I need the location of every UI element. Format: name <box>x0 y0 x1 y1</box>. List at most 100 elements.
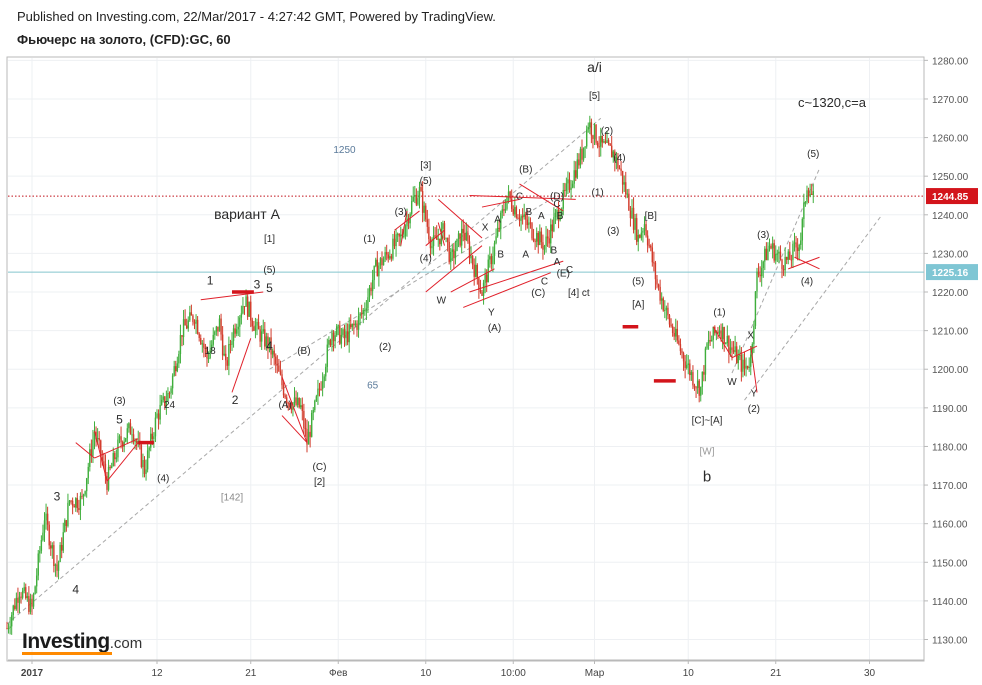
candle-body <box>148 447 150 451</box>
wave-line <box>425 229 445 247</box>
candle-body <box>607 140 610 144</box>
candle-body <box>420 187 422 192</box>
candle-body <box>70 500 72 502</box>
candle-body <box>768 245 771 249</box>
candle-body <box>642 230 644 233</box>
candle-body <box>306 429 308 445</box>
candle-body <box>364 310 366 312</box>
candle-body <box>346 331 349 343</box>
candle-body <box>734 346 736 353</box>
candle-body <box>103 461 105 464</box>
candle-body <box>167 393 169 402</box>
candle-body <box>781 259 783 270</box>
candle-body <box>265 336 268 347</box>
candle-body <box>215 326 218 332</box>
wave-label: X <box>482 222 489 233</box>
y-tick-label: 1160.00 <box>932 520 968 531</box>
candle-body <box>618 168 621 170</box>
candle-body <box>129 423 132 435</box>
wave-label: [W] <box>700 446 715 457</box>
published-caption: Published on Investing.com, 22/Mar/2017 … <box>17 9 496 24</box>
y-tick-label: 1150.00 <box>932 558 968 569</box>
candle-body <box>564 189 566 191</box>
candle-body <box>217 326 219 332</box>
candle-body <box>426 219 429 227</box>
candle-body <box>323 376 325 382</box>
wave-label: C <box>541 276 548 287</box>
candle-body <box>143 459 146 474</box>
candle-body <box>809 193 811 197</box>
candle-body <box>14 605 16 609</box>
wave-label: вариант A <box>214 206 280 222</box>
candle-body <box>656 279 658 285</box>
wave-label: 3 <box>54 490 61 504</box>
y-tick-label: 1220.00 <box>932 288 969 299</box>
wave-label: [5] <box>589 91 600 102</box>
candle-body <box>64 520 66 533</box>
candle-body <box>62 532 64 551</box>
candle-body <box>675 328 677 337</box>
y-tick-label: 1230.00 <box>932 249 969 260</box>
candle-body <box>185 325 188 329</box>
candle-body <box>140 445 143 467</box>
candle-body <box>390 256 393 259</box>
candle-body <box>545 236 547 246</box>
candle-body <box>76 498 79 509</box>
candle-body <box>540 231 543 243</box>
candle-body <box>378 265 380 277</box>
candle-body <box>300 405 302 408</box>
candle-body <box>290 407 293 410</box>
candle-body <box>240 313 243 318</box>
wave-label: W <box>727 377 737 388</box>
wave-line <box>94 430 108 482</box>
candle-body <box>106 476 108 490</box>
candle-body <box>787 251 789 260</box>
candle-body <box>775 253 777 261</box>
candle-body <box>126 428 129 439</box>
candle-body <box>450 251 452 263</box>
candle-body <box>784 256 786 271</box>
candle-body <box>609 143 611 146</box>
candle-body <box>676 328 679 341</box>
candle-body <box>442 223 444 229</box>
candle-body <box>625 182 627 195</box>
candle-body <box>537 232 539 246</box>
wave-line <box>425 245 483 293</box>
candle-body <box>487 259 489 283</box>
candle-body <box>701 371 704 387</box>
wave-line <box>794 256 820 270</box>
candle-body <box>190 312 193 316</box>
candle-body <box>271 350 274 355</box>
candle-body <box>182 319 185 338</box>
candle-body <box>725 343 727 345</box>
candle-body <box>150 433 152 448</box>
wave-label: 5 <box>266 281 273 295</box>
candle-body <box>75 498 77 508</box>
wave-line <box>281 415 308 443</box>
candle-body <box>40 540 43 551</box>
candle-body <box>617 156 619 169</box>
candle-body <box>248 301 250 317</box>
wave-label: [2] <box>314 477 325 488</box>
wave-label: 4 <box>72 582 79 596</box>
candle-body <box>629 210 632 219</box>
candle-body <box>104 463 107 477</box>
candle-body <box>384 252 386 260</box>
candle-body <box>18 596 21 603</box>
candle-body <box>771 243 774 249</box>
candle-body <box>742 359 744 372</box>
candle-body <box>628 193 630 211</box>
candle-body <box>289 403 291 408</box>
wave-label: b <box>703 468 711 485</box>
candle-body <box>660 298 663 301</box>
wave-label: B <box>551 246 558 257</box>
last-price-tag <box>926 188 978 205</box>
wave-line <box>469 260 564 293</box>
candle-body <box>256 321 258 326</box>
candle-body <box>132 434 135 442</box>
wave-line <box>94 438 139 459</box>
level-tag-label: 1225.16 <box>932 268 969 279</box>
candle-body <box>512 208 514 215</box>
candle-body <box>757 271 760 275</box>
